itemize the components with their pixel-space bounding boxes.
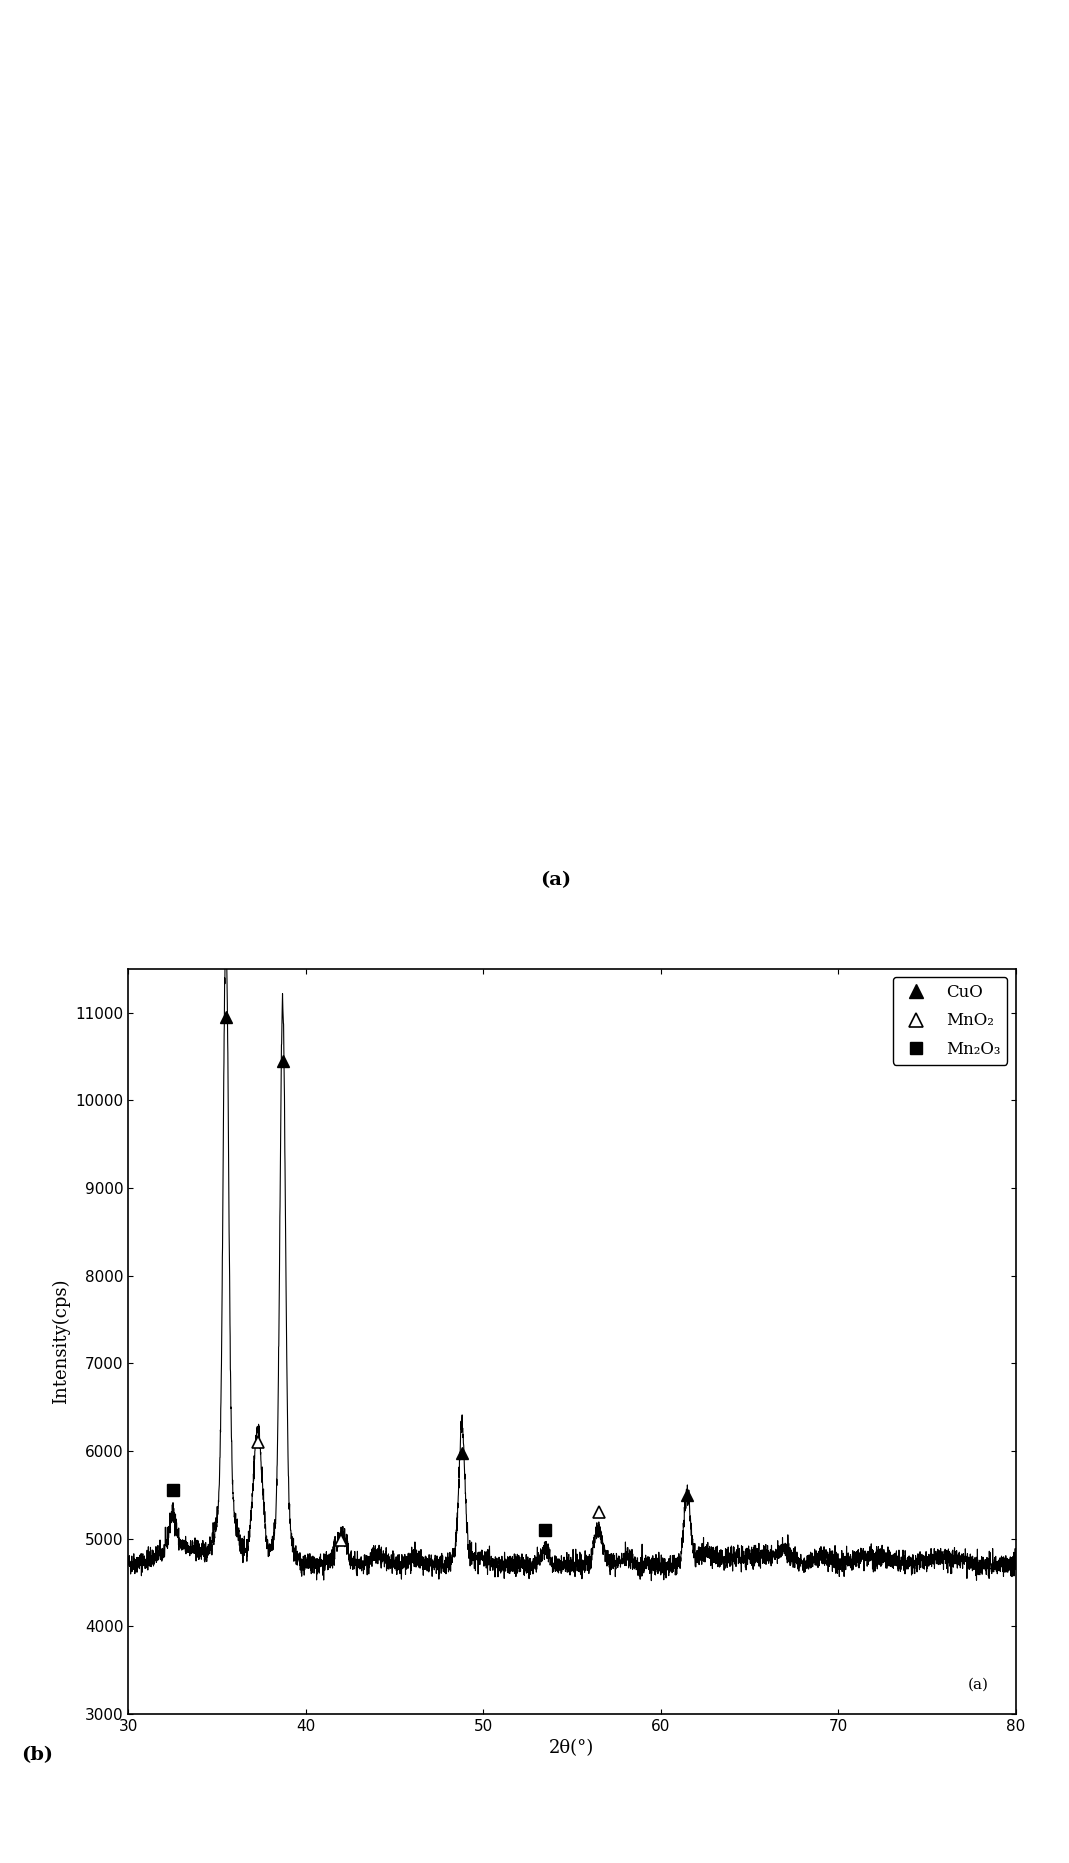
Text: 15.0kV 12.9mm ×10.0k SE(M.0): 15.0kV 12.9mm ×10.0k SE(M.0) <box>125 801 290 810</box>
Y-axis label: Intensity(cps): Intensity(cps) <box>51 1278 69 1405</box>
Point <box>599 600 616 630</box>
Text: 5.00um: 5.00um <box>907 801 944 810</box>
Point <box>480 622 497 652</box>
X-axis label: 2θ(°): 2θ(°) <box>549 1740 594 1757</box>
Legend: CuO, MnO₂, Mn₂O₃: CuO, MnO₂, Mn₂O₃ <box>893 976 1007 1066</box>
Text: (a): (a) <box>967 1677 989 1692</box>
Text: (b): (b) <box>21 1746 53 1764</box>
Text: (a): (a) <box>540 870 572 889</box>
